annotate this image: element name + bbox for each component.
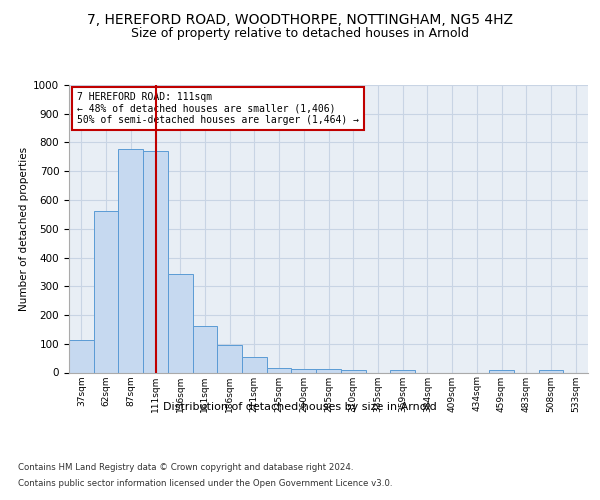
- Bar: [69, 340, 94, 372]
- Text: 7 HEREFORD ROAD: 111sqm
← 48% of detached houses are smaller (1,406)
50% of semi: 7 HEREFORD ROAD: 111sqm ← 48% of detache…: [77, 92, 359, 126]
- Bar: [390, 370, 415, 372]
- Bar: [267, 368, 292, 372]
- Bar: [292, 370, 316, 372]
- Text: Contains HM Land Registry data © Crown copyright and database right 2024.: Contains HM Land Registry data © Crown c…: [18, 462, 353, 471]
- Text: 7, HEREFORD ROAD, WOODTHORPE, NOTTINGHAM, NG5 4HZ: 7, HEREFORD ROAD, WOODTHORPE, NOTTINGHAM…: [87, 12, 513, 26]
- Bar: [539, 370, 563, 372]
- Text: Size of property relative to detached houses in Arnold: Size of property relative to detached ho…: [131, 28, 469, 40]
- Bar: [94, 212, 118, 372]
- Bar: [489, 370, 514, 372]
- Bar: [316, 370, 341, 372]
- Y-axis label: Number of detached properties: Number of detached properties: [19, 146, 29, 311]
- Bar: [193, 326, 217, 372]
- Bar: [341, 370, 365, 372]
- Bar: [118, 149, 143, 372]
- Bar: [168, 274, 193, 372]
- Bar: [242, 357, 267, 372]
- Bar: [217, 344, 242, 372]
- Text: Contains public sector information licensed under the Open Government Licence v3: Contains public sector information licen…: [18, 479, 392, 488]
- Text: Distribution of detached houses by size in Arnold: Distribution of detached houses by size …: [163, 402, 437, 412]
- Bar: [143, 151, 168, 372]
